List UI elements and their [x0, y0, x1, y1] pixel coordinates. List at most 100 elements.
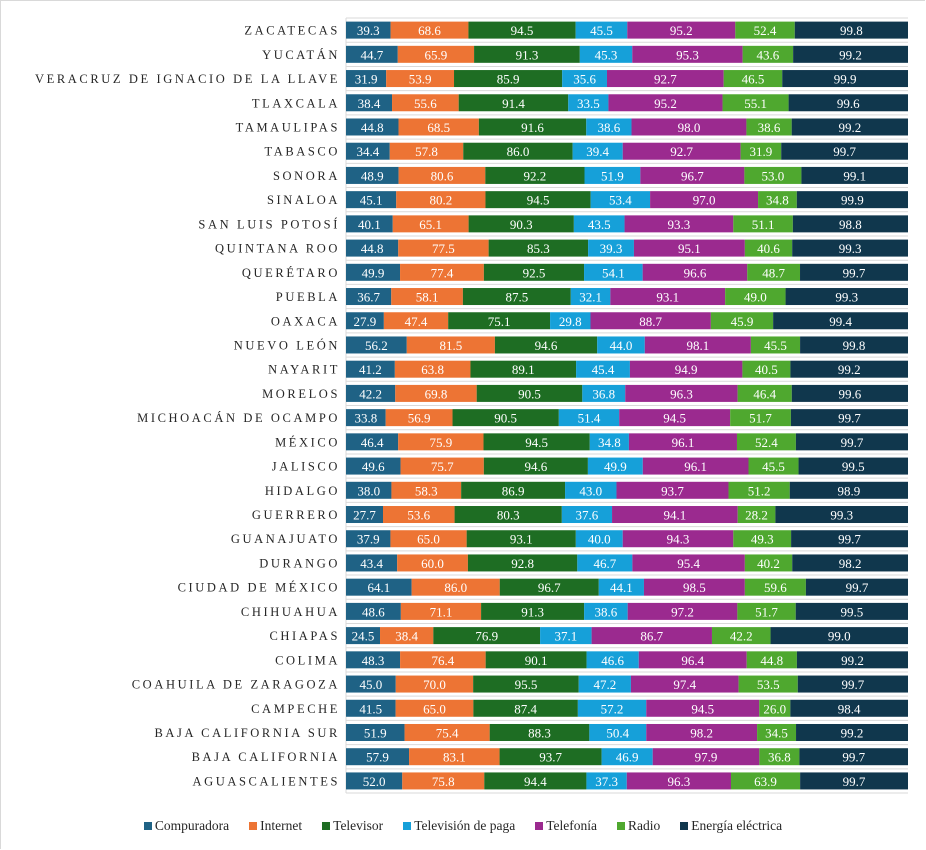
data-label: 94.1 — [664, 508, 687, 523]
bar-segment — [575, 21, 628, 39]
bar-segment — [796, 723, 908, 741]
bar-segment — [494, 336, 598, 354]
category-label: COAHUILA DE ZARAGOZA — [132, 678, 340, 692]
data-label: 34.8 — [598, 435, 621, 450]
bar-segment — [733, 215, 793, 233]
bar-segment — [650, 191, 759, 209]
data-label: 91.6 — [521, 120, 544, 135]
bar-segment — [744, 578, 806, 596]
data-label: 96.7 — [538, 580, 561, 595]
data-label: 37.1 — [554, 629, 577, 644]
data-label: 99.7 — [838, 411, 861, 426]
bar-segment — [461, 481, 566, 499]
data-label: 50.4 — [606, 725, 629, 740]
bar-segment — [759, 748, 800, 766]
category-label: NUEVO LEÓN — [234, 338, 340, 352]
data-label: 38.6 — [598, 120, 621, 135]
bar-segment — [499, 748, 602, 766]
data-label: 45.4 — [592, 362, 615, 377]
bar-segment — [346, 530, 391, 548]
data-label: 99.4 — [829, 314, 852, 329]
bar-segment — [346, 578, 412, 596]
bar-segment — [577, 554, 633, 572]
data-label: 38.4 — [358, 96, 381, 111]
data-label: 98.2 — [839, 556, 862, 571]
data-label: 27.7 — [353, 508, 376, 523]
bar-segment — [759, 699, 791, 717]
data-label: 76.9 — [475, 629, 498, 644]
gridlines — [345, 17, 908, 794]
legend-swatch — [403, 822, 412, 830]
data-label: 95.1 — [678, 241, 701, 256]
data-label: 95.2 — [654, 96, 677, 111]
bar-segment — [346, 554, 398, 572]
category-label: TAMAULIPAS — [236, 120, 340, 134]
bar-segment — [400, 651, 486, 669]
bar-segment — [742, 360, 791, 378]
bar-segment — [346, 360, 395, 378]
category-label: BAJA CALIFORNIA SUR — [154, 726, 340, 740]
data-label: 97.4 — [673, 677, 696, 692]
category-label: QUERÉTARO — [242, 266, 340, 280]
data-label: 99.2 — [839, 47, 862, 62]
data-label: 49.9 — [604, 459, 627, 474]
data-label: 44.7 — [361, 47, 384, 62]
category-label: ZACATECAS — [244, 24, 340, 38]
data-label: 33.8 — [354, 411, 377, 426]
bar-segment — [788, 94, 908, 112]
data-label: 99.7 — [842, 677, 865, 692]
data-label: 36.7 — [357, 290, 380, 305]
data-label: 94.5 — [511, 23, 534, 38]
data-label: 76.4 — [432, 653, 455, 668]
bar-segment — [646, 723, 758, 741]
bar-segment — [798, 457, 908, 475]
bar-segment — [400, 263, 484, 281]
bar-segment — [382, 506, 455, 524]
bar-segment — [483, 457, 588, 475]
data-label: 94.5 — [527, 193, 550, 208]
bar-segment — [346, 409, 386, 427]
data-label: 90.5 — [518, 386, 541, 401]
bar-segment — [746, 118, 792, 136]
data-label: 95.3 — [676, 47, 699, 62]
data-label: 39.4 — [586, 144, 609, 159]
category-label: SAN LUIS POTOSÍ — [198, 217, 340, 231]
data-label: 94.5 — [525, 435, 548, 450]
bar-segment — [799, 748, 908, 766]
bar-segment — [392, 94, 459, 112]
data-label: 45.0 — [360, 677, 383, 692]
data-label: 99.3 — [839, 241, 862, 256]
data-label: 99.2 — [838, 120, 861, 135]
category-label: HIDALGO — [265, 484, 340, 498]
legend-swatch — [249, 822, 258, 830]
bar-segment — [589, 723, 647, 741]
bar-segment — [573, 215, 625, 233]
data-label: 99.7 — [843, 774, 866, 789]
data-label: 86.0 — [444, 580, 467, 595]
bar-segment — [575, 530, 623, 548]
data-label: 92.2 — [524, 168, 547, 183]
bar-segment — [406, 336, 495, 354]
bar-segment — [398, 433, 484, 451]
bar-segment — [558, 409, 620, 427]
data-label: 94.5 — [663, 411, 686, 426]
bar-segment — [789, 481, 908, 499]
data-label: 87.4 — [514, 701, 537, 716]
bar-segment — [476, 384, 583, 402]
data-label: 45.9 — [731, 314, 754, 329]
data-label: 85.3 — [527, 241, 550, 256]
data-label: 49.9 — [362, 265, 385, 280]
data-label: 86.0 — [507, 144, 530, 159]
bar-segment — [540, 627, 592, 645]
bar-segment — [383, 312, 449, 330]
data-label: 40.6 — [757, 241, 780, 256]
data-label: 38.6 — [758, 120, 781, 135]
bar-segment — [485, 651, 587, 669]
bar-segment — [722, 94, 789, 112]
data-label: 51.7 — [749, 411, 772, 426]
data-label: 38.6 — [595, 604, 618, 619]
bar-segment — [346, 602, 401, 620]
data-label: 93.7 — [539, 750, 562, 765]
data-label: 55.1 — [744, 96, 767, 111]
bar-segment — [395, 675, 474, 693]
